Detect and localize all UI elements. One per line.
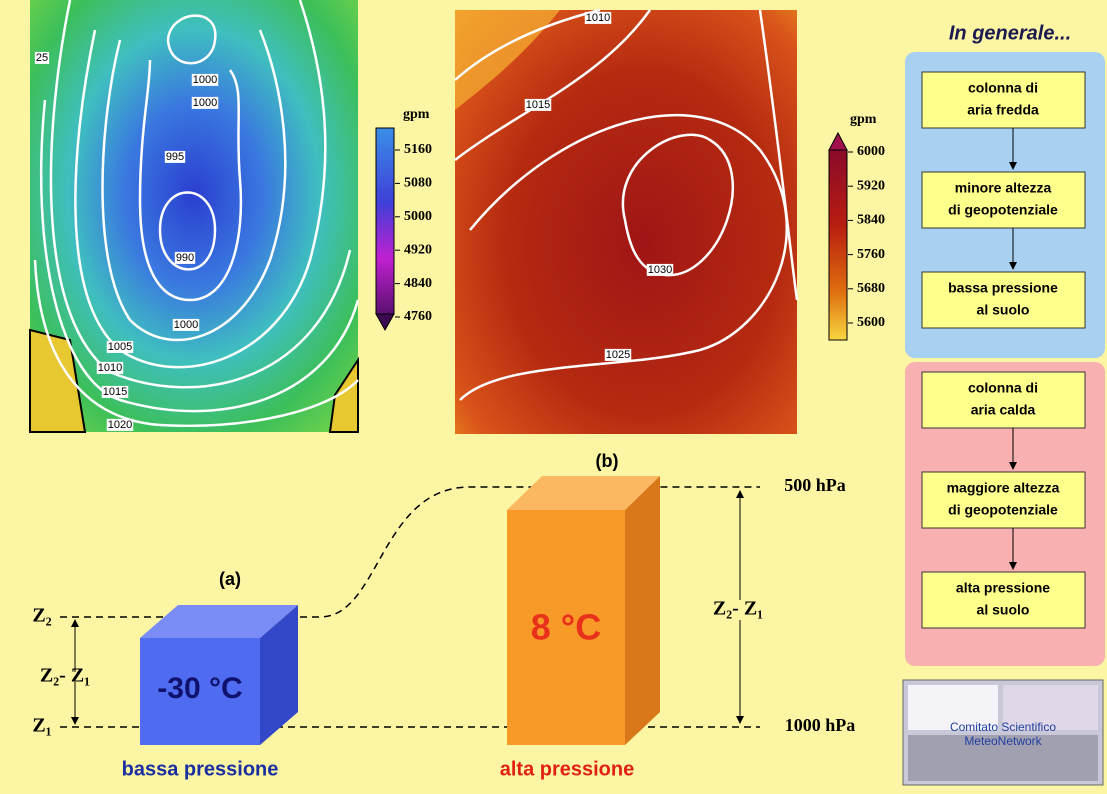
contour-label: 1025 xyxy=(606,349,630,361)
contour-label: 1010 xyxy=(98,362,122,374)
step-text: di geopotenziale xyxy=(948,502,1058,518)
step-text: colonna di xyxy=(968,80,1038,96)
slide: 25 1000 1000 995 990 1000 1005 1010 1015 1020 gpm… xyxy=(0,0,1107,789)
colorbar-high: gpm 6000 5920 5840 5760 5680 5600 xyxy=(829,112,885,340)
diagram: Z₂ Z₁ Z₂- Z₁ Z₂- Z₁ 500 hPa 1000 hPa -30… xyxy=(32,451,855,781)
logo: Comitato Scientifico MeteoNetwork xyxy=(903,680,1103,785)
step-text: minore altezza xyxy=(955,180,1052,196)
z2-label: Z₂ xyxy=(32,605,51,627)
page: 25 1000 1000 995 990 1000 1005 1010 1015 1020 gpm… xyxy=(0,0,1107,789)
colorbar-unit: gpm xyxy=(850,112,877,127)
label-b: (b) xyxy=(596,451,619,471)
warm-temp: 8 °C xyxy=(531,607,601,648)
warm-caption: alta pressione xyxy=(500,758,635,780)
step-text: colonna di xyxy=(968,380,1038,396)
step-text: alta pressione xyxy=(956,580,1050,596)
colorbar-label: 5080 xyxy=(404,176,432,191)
colorbar-low: gpm 5160 5080 5000 4920 4840 4760 xyxy=(376,107,432,330)
step-text: maggiore altezza xyxy=(947,480,1060,496)
contour-label: 1000 xyxy=(174,319,198,331)
contour-label: 1030 xyxy=(648,264,672,276)
label-a: (a) xyxy=(219,569,241,589)
sidebar: In generale... colonna di aria fredda mino… xyxy=(905,22,1105,666)
colorbar-label: 5600 xyxy=(857,315,885,330)
contour-label: 1015 xyxy=(526,99,550,111)
sidebar-title: In generale... xyxy=(949,22,1071,44)
map-low: 25 1000 1000 995 990 1000 1005 1010 1015 1020 xyxy=(30,0,358,432)
contour-label: 1005 xyxy=(108,341,132,353)
colorbar-label: 5000 xyxy=(404,209,432,224)
logo-text: MeteoNetwork xyxy=(964,734,1042,748)
contour-label: 1020 xyxy=(108,419,132,431)
cold-caption: bassa pressione xyxy=(122,758,279,780)
map-high: 1010 1015 1030 1025 xyxy=(455,10,797,434)
step-text: al suolo xyxy=(977,602,1030,618)
colorbar-label: 4760 xyxy=(404,309,432,324)
colorbar-label: 6000 xyxy=(857,144,885,159)
colorbar xyxy=(376,128,394,314)
cube-side xyxy=(625,476,660,745)
colorbar-label: 4840 xyxy=(404,276,432,291)
contour-label: 25 xyxy=(36,52,48,64)
dz-label: Z₂- Z₁ xyxy=(713,598,763,620)
colorbar-label: 5680 xyxy=(857,281,885,296)
dz-label: Z₂- Z₁ xyxy=(40,665,90,687)
z1-label: Z₁ xyxy=(32,715,51,737)
step-text: aria calda xyxy=(971,402,1036,418)
logo-text: Comitato Scientifico xyxy=(950,720,1056,734)
colorbar-label: 5760 xyxy=(857,247,885,262)
cold-temp: -30 °C xyxy=(157,672,242,705)
step-text: di geopotenziale xyxy=(948,202,1058,218)
step-text: aria fredda xyxy=(967,102,1039,118)
colorbar-label: 5920 xyxy=(857,178,885,193)
step-text: al suolo xyxy=(977,302,1030,318)
level-top: 500 hPa xyxy=(784,475,846,495)
contour-label: 1000 xyxy=(193,97,217,109)
colorbar-label: 5840 xyxy=(857,213,885,228)
colorbar-unit: gpm xyxy=(403,107,430,122)
colorbar-label: 5160 xyxy=(404,142,432,157)
colorbar-end xyxy=(376,314,394,330)
contour-label: 990 xyxy=(176,252,194,264)
contour-label: 1015 xyxy=(103,386,127,398)
colorbar-label: 4920 xyxy=(404,242,432,257)
contour-label: 1000 xyxy=(193,74,217,86)
level-bottom: 1000 hPa xyxy=(785,715,856,735)
colorbar xyxy=(829,150,847,340)
step-text: bassa pressione xyxy=(948,280,1058,296)
contour-label: 1010 xyxy=(586,12,610,24)
colorbar-end xyxy=(829,133,847,150)
contour-label: 995 xyxy=(166,151,184,163)
